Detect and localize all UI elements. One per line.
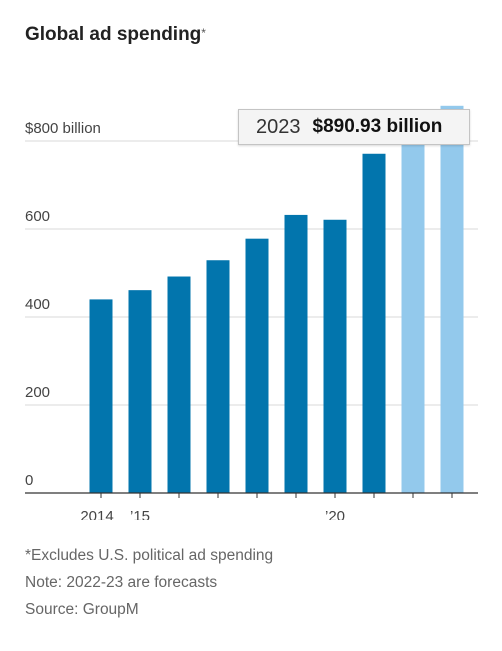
bar-2015 (128, 290, 152, 493)
bar-chart: 0 200 400 600 $800 billion 2014 ’15 ’20 (25, 105, 478, 520)
y-tick-label-600: 600 (25, 208, 50, 225)
bar-2019 (284, 214, 308, 494)
x-tick-label-2020: ’20 (325, 508, 345, 520)
x-tick-label-2014: 2014 (80, 508, 113, 520)
footnote-forecast: Note: 2022-23 are forecasts (25, 574, 218, 591)
chart-title: Global ad spending* (25, 24, 206, 46)
chart-title-text: Global ad spending (25, 24, 202, 45)
y-tick-label-0: 0 (25, 472, 33, 489)
title-asterisk: * (201, 26, 206, 40)
bar-2022 (401, 119, 425, 493)
callout-year: 2023 (256, 115, 301, 138)
callout-value: $890.93 billion (312, 116, 443, 137)
bar-2023 (440, 105, 464, 494)
bar-2020 (323, 219, 347, 493)
x-tick-label-2015: ’15 (130, 508, 150, 520)
bar-2017 (206, 260, 230, 493)
bar-2018 (245, 238, 269, 493)
footnote-source: Source: GroupM (25, 601, 139, 618)
bar-2021 (362, 153, 386, 493)
y-tick-label-200: 200 (25, 384, 50, 401)
footnote-asterisk: *Excludes U.S. political ad spending (25, 547, 274, 564)
value-callout: 2023 $890.93 billion (238, 109, 470, 145)
bar-2014 (89, 299, 113, 493)
bar-2016 (167, 276, 191, 493)
y-tick-label-400: 400 (25, 296, 50, 313)
y-tick-label-800: $800 billion (25, 120, 101, 137)
